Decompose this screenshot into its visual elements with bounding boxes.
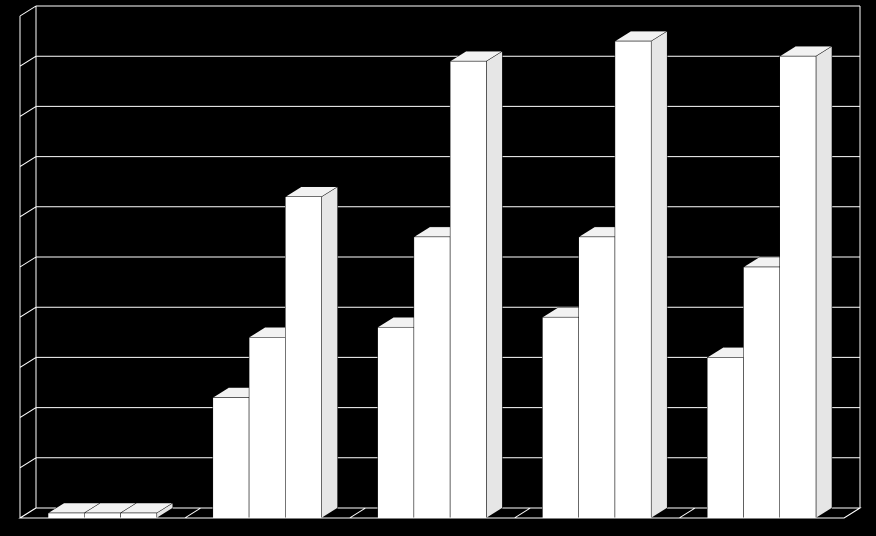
bar-front: [780, 56, 816, 518]
bar-front: [579, 237, 615, 518]
bar-side: [322, 187, 338, 518]
bar-front: [542, 317, 578, 518]
bar-front: [414, 237, 450, 518]
bar-front: [450, 61, 486, 518]
bar-front: [743, 267, 779, 518]
bar-front: [615, 41, 651, 518]
bar-side: [816, 46, 832, 518]
bar-front: [378, 327, 414, 518]
bar-front: [84, 513, 120, 518]
bar-front: [213, 398, 249, 518]
chart-svg: [0, 0, 876, 536]
bar-front: [707, 357, 743, 518]
bar-chart-3d: [0, 0, 876, 536]
bar-side: [486, 51, 502, 518]
bar-front: [249, 337, 285, 518]
bar-front: [48, 513, 84, 518]
bar-front: [121, 513, 157, 518]
bar-side: [651, 31, 667, 518]
bar-front: [285, 197, 321, 518]
